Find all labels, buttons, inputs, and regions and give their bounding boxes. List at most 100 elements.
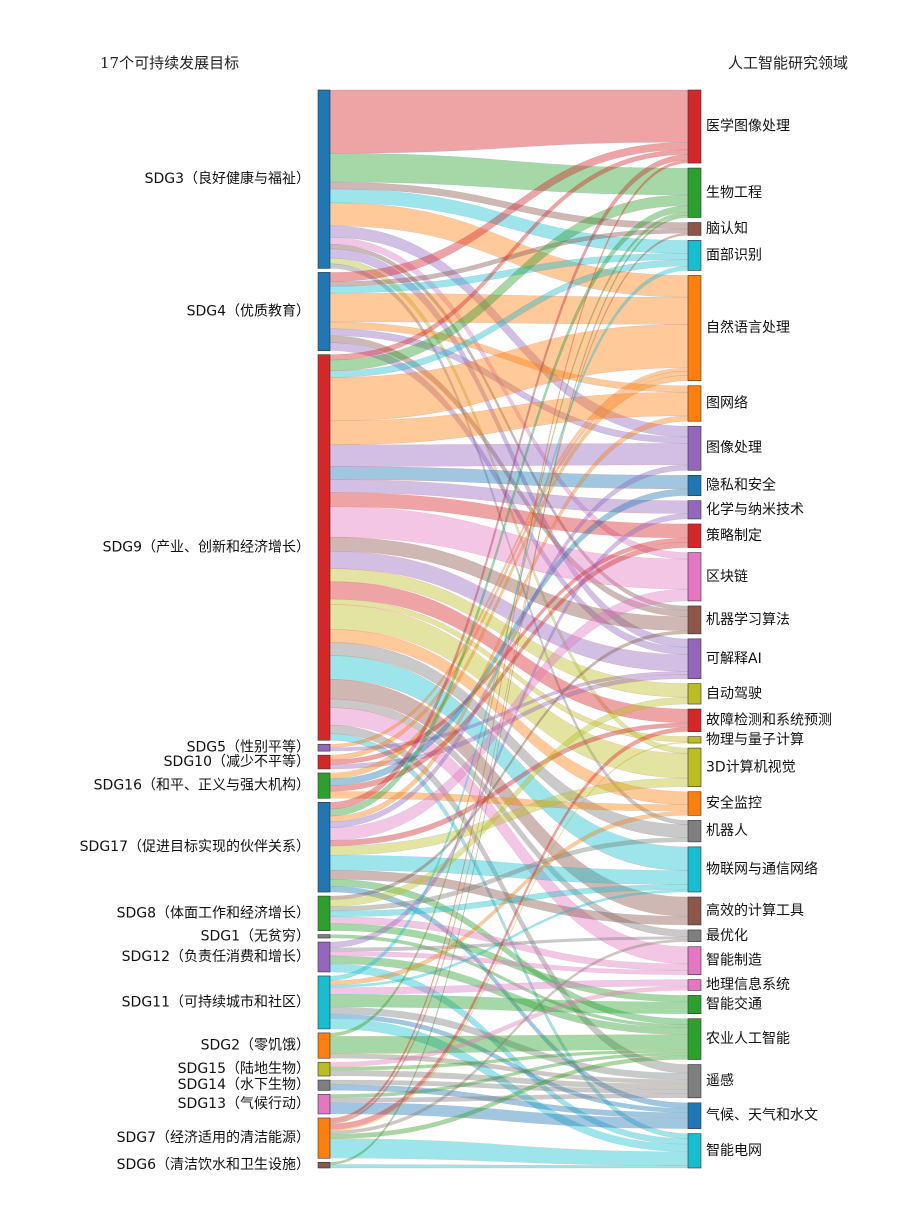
- source-node-sdg12[interactable]: [317, 941, 331, 973]
- target-node-t2[interactable]: [687, 222, 702, 236]
- target-label-t24: 智能交通: [706, 996, 762, 1013]
- source-node-sdg8[interactable]: [317, 895, 331, 931]
- left-column-header: 17个可持续发展目标: [100, 54, 240, 72]
- target-label-t22: 智能制造: [706, 953, 762, 969]
- source-node-sdg16[interactable]: [317, 772, 331, 799]
- source-label-sdg7: SDG7（经济适用的清洁能源）: [117, 1130, 310, 1146]
- target-node-t25[interactable]: [687, 1018, 702, 1060]
- target-label-t14: 故障检测和系统预测: [706, 712, 832, 728]
- target-label-t9: 策略制定: [706, 527, 762, 544]
- source-label-sdg5: SDG5（性别平等）: [187, 739, 310, 756]
- target-label-t1: 生物工程: [706, 185, 762, 201]
- target-node-t19[interactable]: [687, 846, 702, 893]
- flow-sdg9-to-t6: [329, 443, 689, 467]
- target-node-t18[interactable]: [687, 820, 702, 843]
- target-node-t28[interactable]: [687, 1133, 702, 1169]
- target-node-t5[interactable]: [687, 385, 702, 422]
- target-label-t6: 图像处理: [706, 440, 762, 456]
- source-node-sdg6[interactable]: [317, 1161, 331, 1169]
- target-label-t3: 面部识别: [706, 247, 762, 263]
- source-label-sdg12: SDG12（负责任消费和增长）: [122, 949, 310, 965]
- source-node-sdg1[interactable]: [317, 934, 331, 939]
- target-node-t27[interactable]: [687, 1102, 702, 1129]
- source-node-sdg7[interactable]: [317, 1117, 331, 1159]
- target-node-t17[interactable]: [687, 791, 702, 816]
- target-node-t15[interactable]: [687, 736, 702, 744]
- source-node-sdg15[interactable]: [317, 1061, 331, 1077]
- target-label-t7: 隐私和安全: [706, 476, 776, 493]
- target-label-t15: 物理与量子计算: [706, 732, 804, 748]
- target-node-t24[interactable]: [687, 995, 702, 1014]
- right-column-header: 人工智能研究领域: [727, 54, 848, 72]
- target-node-t23[interactable]: [687, 979, 702, 991]
- target-node-t11[interactable]: [687, 605, 702, 635]
- target-label-t8: 化学与纳米技术: [706, 502, 804, 518]
- target-label-t21: 最优化: [706, 928, 748, 944]
- target-node-t1[interactable]: [687, 167, 702, 218]
- target-node-t16[interactable]: [687, 747, 702, 788]
- target-label-t13: 自动驾驶: [706, 686, 762, 702]
- target-label-t18: 机器人: [706, 823, 748, 839]
- source-node-sdg11[interactable]: [317, 975, 331, 1030]
- target-node-t4[interactable]: [687, 275, 702, 382]
- target-label-t4: 自然语言处理: [706, 319, 790, 336]
- target-label-t19: 物联网与通信网络: [706, 861, 818, 877]
- source-node-sdg13[interactable]: [317, 1094, 331, 1115]
- source-label-sdg13: SDG13（气候行动）: [178, 1096, 310, 1112]
- nodes-layer: [317, 89, 702, 1169]
- target-node-t8[interactable]: [687, 500, 702, 520]
- source-node-sdg9[interactable]: [317, 354, 331, 741]
- target-label-t20: 高效的计算工具: [706, 902, 804, 919]
- target-label-t12: 可解释AI: [706, 651, 762, 667]
- target-label-t2: 脑认知: [706, 220, 748, 237]
- target-label-t5: 图网络: [706, 395, 748, 411]
- source-label-sdg2: SDG2（零饥饿）: [201, 1038, 310, 1054]
- source-label-sdg9: SDG9（产业、创新和经济增长）: [103, 539, 310, 555]
- target-label-t17: 安全监控: [706, 795, 762, 812]
- target-node-t6[interactable]: [687, 425, 702, 471]
- source-node-sdg5[interactable]: [317, 743, 331, 752]
- source-label-sdg3: SDG3（良好健康与福祉）: [145, 170, 310, 187]
- target-node-t20[interactable]: [687, 896, 702, 926]
- target-node-t9[interactable]: [687, 523, 702, 548]
- source-node-sdg17[interactable]: [317, 801, 331, 893]
- flow-sdg3-to-t0: [329, 89, 689, 154]
- target-node-t21[interactable]: [687, 929, 702, 943]
- target-node-t26[interactable]: [687, 1064, 702, 1099]
- source-label-sdg4: SDG4（优质教育）: [187, 304, 310, 320]
- source-label-sdg8: SDG8（体面工作和经济增长）: [117, 905, 310, 921]
- target-node-t0[interactable]: [687, 89, 702, 164]
- target-label-t25: 农业人工智能: [706, 1031, 790, 1047]
- source-label-sdg11: SDG11（可持续城市和社区）: [122, 993, 310, 1010]
- target-node-t10[interactable]: [687, 552, 702, 602]
- source-label-sdg14: SDG14（水下生物）: [178, 1077, 310, 1093]
- labels-layer: SDG3（良好健康与福祉） SDG4（优质教育） SDG9（产业、创新和经济增长） S…: [80, 119, 832, 1174]
- source-node-sdg4[interactable]: [317, 272, 331, 351]
- source-label-sdg10: SDG10（减少不平等）: [164, 753, 310, 770]
- target-node-t14[interactable]: [687, 708, 702, 732]
- source-node-sdg2[interactable]: [317, 1032, 331, 1059]
- source-label-sdg15: SDG15（陆地生物）: [178, 1061, 310, 1077]
- target-label-t16: 3D计算机视觉: [706, 759, 796, 775]
- target-label-t0: 医学图像处理: [706, 119, 790, 135]
- source-label-sdg17: SDG17（促进目标实现的伙伴关系）: [80, 839, 310, 855]
- target-label-t28: 智能电网: [706, 1143, 762, 1159]
- target-node-t7[interactable]: [687, 474, 702, 496]
- flow-links: [329, 89, 689, 1169]
- target-node-t12[interactable]: [687, 638, 702, 679]
- target-node-t22[interactable]: [687, 946, 702, 975]
- source-node-sdg10[interactable]: [317, 754, 331, 770]
- target-label-t27: 气候、天气和水文: [706, 1108, 818, 1124]
- target-label-t26: 遥感: [706, 1072, 734, 1089]
- source-label-sdg16: SDG16（和平、正义与强大机构）: [94, 778, 310, 794]
- source-node-sdg14[interactable]: [317, 1079, 331, 1091]
- source-label-sdg1: SDG1（无贫穷）: [201, 928, 310, 944]
- target-label-t23: 地理信息系统: [706, 976, 790, 993]
- target-label-t10: 区块链: [706, 569, 748, 585]
- source-node-sdg3[interactable]: [317, 89, 331, 269]
- source-label-sdg6: SDG6（清洁饮水和卫生设施）: [117, 1157, 310, 1173]
- target-node-t13[interactable]: [687, 683, 702, 705]
- target-node-t3[interactable]: [687, 240, 702, 271]
- target-label-t11: 机器学习算法: [706, 612, 790, 628]
